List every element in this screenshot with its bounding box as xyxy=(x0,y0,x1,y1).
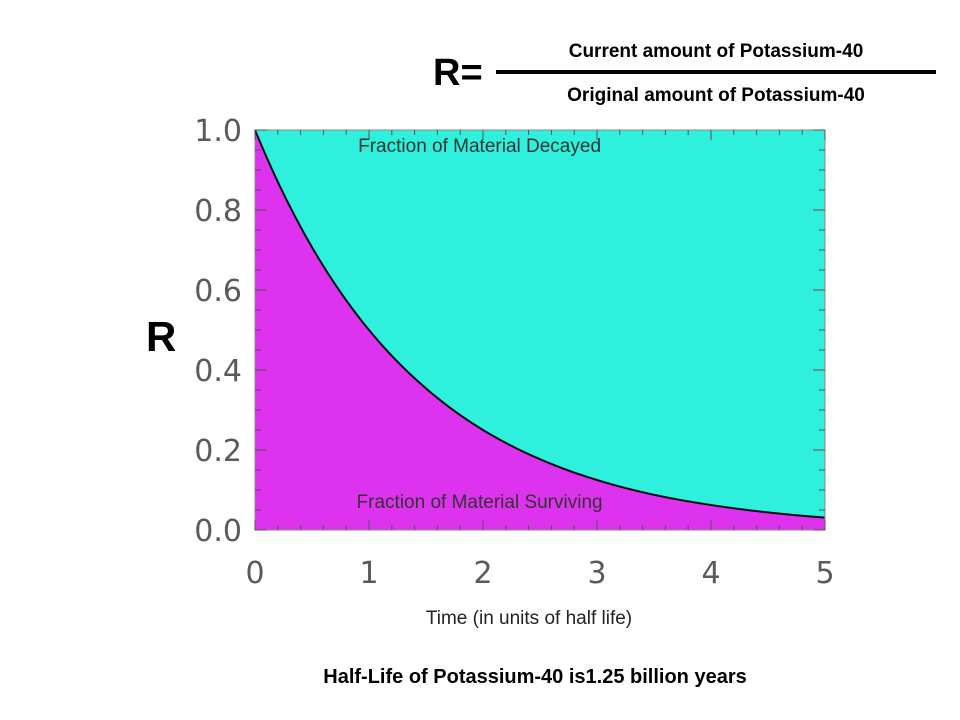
x-tick-label: 1 xyxy=(359,556,378,591)
x-axis-title: Time (in units of half life) xyxy=(426,608,632,629)
y-tick-label: 0.0 xyxy=(194,514,242,549)
x-tick-label: 0 xyxy=(245,556,264,591)
surviving-region-label: Fraction of Material Surviving xyxy=(357,492,603,513)
y-tick-label: 0.2 xyxy=(194,434,242,469)
label-layer: Fraction of Material Decayed Fraction of … xyxy=(357,136,633,629)
y-tick-label: 1.0 xyxy=(194,114,242,149)
y-tick-label: 0.8 xyxy=(194,194,242,229)
decayed-region-label: Fraction of Material Decayed xyxy=(358,136,601,157)
x-tick-label: 4 xyxy=(701,556,720,591)
tick-layer: 0 1 2 3 4 5 0.0 0.2 0.4 0.6 0.8 1.0 xyxy=(194,114,834,591)
fraction-bar xyxy=(496,70,936,74)
y-tick-label: 0.6 xyxy=(194,274,242,309)
formula-numerator: Current amount of Potassium-40 xyxy=(568,41,864,62)
half-life-footnote: Half-Life of Potassium-40 is1.25 billion… xyxy=(323,666,747,688)
plot-layer xyxy=(254,129,826,531)
x-tick-label: 5 xyxy=(815,556,834,591)
decay-curve-line xyxy=(254,129,826,519)
formula-denominator: Original amount of Potassium-40 xyxy=(567,85,865,106)
surviving-region xyxy=(255,130,825,530)
y-tick-label: 0.4 xyxy=(194,354,242,389)
y-axis-label: R xyxy=(146,313,177,360)
x-tick-label: 2 xyxy=(473,556,492,591)
x-tick-label: 3 xyxy=(587,556,606,591)
formula-lhs: R= xyxy=(433,52,483,94)
